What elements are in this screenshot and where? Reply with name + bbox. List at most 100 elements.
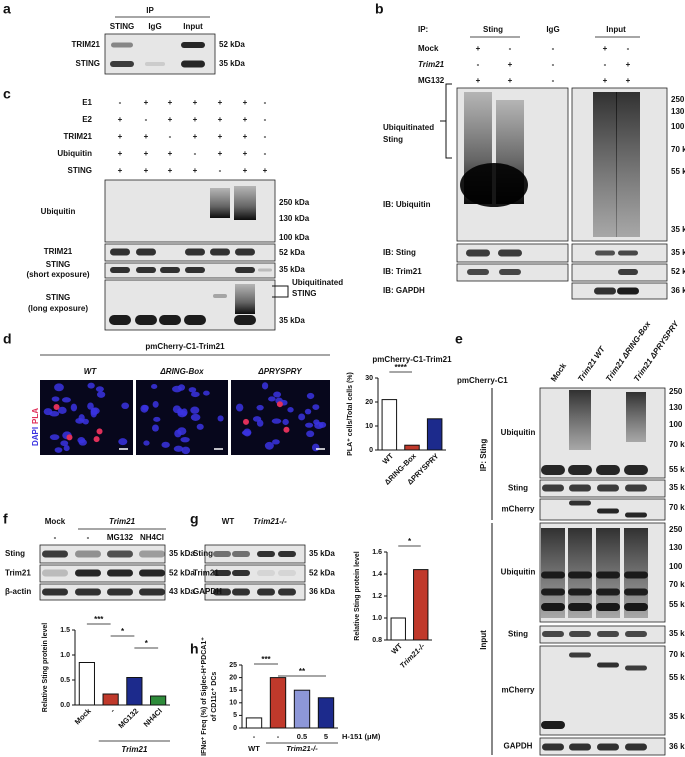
band [595, 250, 615, 256]
marker: 100 kDa [279, 233, 310, 242]
panel-letter: h [190, 641, 199, 657]
y-tick-label: 5 [233, 712, 237, 719]
x-tick-label: MG132 [116, 706, 140, 730]
bar [102, 693, 119, 706]
sign: + [193, 166, 198, 175]
y-tick-label: 0 [233, 725, 237, 732]
band [541, 603, 565, 611]
marker: 70 kDa [669, 503, 685, 512]
lane-label: STING [110, 22, 134, 31]
row-label: TRIM21 [72, 40, 101, 49]
sign: + [218, 98, 223, 107]
sign: - [552, 44, 555, 53]
vector-label: pmCherry-C1 [457, 376, 508, 385]
panel-title: pmCherry-C1-Trim21 [145, 342, 225, 351]
bar [426, 418, 443, 451]
bracket-label: Ubiquitinated [292, 278, 343, 287]
marker: 250 kDa [669, 525, 685, 534]
nucleus [54, 383, 64, 392]
sign: - [627, 44, 630, 53]
blot [539, 645, 666, 736]
sign: + [168, 149, 173, 158]
sign: + [626, 60, 631, 69]
band [160, 267, 180, 273]
pla-signal [96, 428, 103, 435]
chart-title: pmCherry-C1-Trim21 [372, 355, 452, 364]
nucleus [190, 391, 200, 398]
unit-label: H-151 (μM) [342, 732, 381, 741]
marker: 35 kDa [671, 225, 685, 234]
condition-label: STING [68, 166, 92, 175]
blot [204, 564, 306, 583]
marker: 52 kDa [279, 248, 305, 257]
treatment: - [54, 533, 57, 542]
nucleus [217, 415, 224, 422]
marker: 130 kDa [279, 214, 310, 223]
y-tick-label: 0.8 [372, 637, 382, 644]
significance: * [121, 627, 125, 636]
band [499, 269, 521, 275]
ip-label: IP: [418, 25, 428, 34]
marker: 35 kDa [279, 316, 305, 325]
marker: 70 kDa [671, 145, 685, 154]
y-tick-label: 0 [369, 447, 373, 454]
sign: + [243, 166, 248, 175]
sign: + [144, 98, 149, 107]
nucleus [298, 413, 306, 421]
sign: + [168, 166, 173, 175]
column-label: WT [84, 367, 98, 376]
significance: ** [299, 667, 306, 676]
nucleus [273, 391, 282, 398]
row-label: Sting [5, 549, 25, 558]
band [139, 550, 165, 558]
marker: 35 kDa [669, 629, 685, 638]
band [569, 743, 591, 751]
sign: + [144, 166, 149, 175]
band [185, 248, 205, 256]
smear [234, 186, 256, 220]
condition-label: E1 [82, 98, 92, 107]
band [618, 250, 638, 256]
sign: - [552, 60, 555, 69]
sign: - [145, 115, 148, 124]
panel-letter: e [455, 331, 463, 347]
pla-signal [276, 401, 283, 408]
x-tick-label: 5 [324, 732, 328, 741]
band [213, 294, 227, 298]
row-label: IB: Trim21 [383, 267, 422, 276]
marker: 35 kDa [671, 248, 685, 257]
nucleus [252, 416, 262, 422]
marker: 100 kDa [669, 420, 685, 429]
condition-label: Trim21 [418, 60, 445, 69]
significance: *** [261, 655, 271, 664]
marker: 52 kDa [309, 569, 335, 578]
blot [204, 544, 306, 564]
y-tick-label: 1.4 [372, 571, 382, 578]
row-label: STING [46, 293, 70, 302]
row-label: TRIM21 [44, 247, 73, 256]
sign: + [168, 98, 173, 107]
y-tick-label: 20 [365, 399, 373, 406]
band [596, 465, 620, 475]
sign: + [476, 76, 481, 85]
nucleus [151, 424, 159, 432]
nucleus [180, 436, 190, 443]
band [568, 588, 592, 596]
row-label: Sting [508, 630, 528, 639]
blot [104, 33, 216, 75]
nucleus [190, 413, 201, 421]
row-label: Ubiquitin [501, 568, 536, 577]
sign: + [218, 132, 223, 141]
marker: 35 kDa [279, 265, 305, 274]
band [107, 569, 133, 577]
band [568, 465, 592, 475]
nucleus [256, 404, 264, 411]
band [541, 588, 565, 596]
sign: + [603, 76, 608, 85]
band [145, 62, 165, 66]
row-label: (long exposure) [28, 304, 88, 313]
band [568, 571, 592, 579]
sign: - [552, 76, 555, 85]
nucleus [318, 421, 327, 428]
marker: 35 kDa [219, 59, 245, 68]
